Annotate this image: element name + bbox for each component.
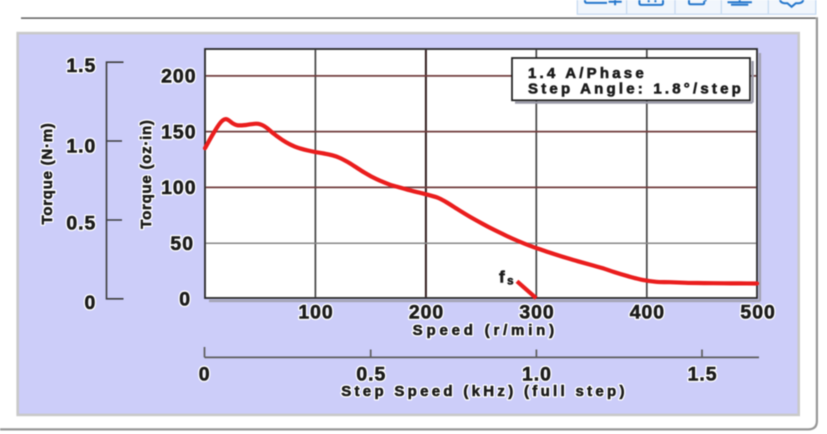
svg-text:0: 0 <box>199 364 211 386</box>
svg-text:Step Angle: 1.8°/step: Step Angle: 1.8°/step <box>528 80 744 97</box>
svg-text:Step Speed (kHz) (full step): Step Speed (kHz) (full step) <box>341 383 628 400</box>
svg-text:1.5: 1.5 <box>66 55 96 77</box>
svg-text:Step Angle: 1.8°/step: Step Angle: 1.8°/step <box>528 80 744 97</box>
svg-text:200: 200 <box>161 66 196 88</box>
svg-text:0: 0 <box>179 288 191 310</box>
svg-text:0.5: 0.5 <box>66 212 96 234</box>
svg-text:100: 100 <box>298 301 333 323</box>
svg-text:1.4 A/Phase: 1.4 A/Phase <box>528 65 647 82</box>
svg-text:200: 200 <box>409 301 444 323</box>
svg-text:100: 100 <box>298 301 333 323</box>
svg-text:0: 0 <box>179 288 191 310</box>
svg-text:1.0: 1.0 <box>522 364 552 386</box>
svg-text:0.5: 0.5 <box>66 212 96 234</box>
svg-text:0.5: 0.5 <box>356 364 386 386</box>
svg-text:300: 300 <box>519 301 554 323</box>
svg-text:500: 500 <box>740 301 775 323</box>
svg-text:1.5: 1.5 <box>688 364 718 386</box>
svg-text:400: 400 <box>630 301 665 323</box>
svg-text:50: 50 <box>170 233 194 255</box>
svg-text:Step Speed (kHz) (full step): Step Speed (kHz) (full step) <box>341 383 628 400</box>
svg-text:400: 400 <box>630 301 665 323</box>
svg-text:50: 50 <box>170 233 194 255</box>
svg-text:100: 100 <box>161 177 196 199</box>
svg-text:1.5: 1.5 <box>688 364 718 386</box>
svg-text:1.0: 1.0 <box>66 135 96 157</box>
svg-text:0.5: 0.5 <box>356 364 386 386</box>
svg-text:Torque (N·m): Torque (N·m) <box>39 122 56 224</box>
svg-text:Torque (oz·in): Torque (oz·in) <box>138 119 155 228</box>
svg-text:100: 100 <box>161 177 196 199</box>
svg-text:200: 200 <box>409 301 444 323</box>
svg-text:1.0: 1.0 <box>66 135 96 157</box>
svg-text:150: 150 <box>161 121 196 143</box>
svg-text:0: 0 <box>85 292 97 314</box>
svg-text:150: 150 <box>161 121 196 143</box>
svg-text:1.0: 1.0 <box>522 364 552 386</box>
svg-text:500: 500 <box>740 301 775 323</box>
svg-text:0: 0 <box>199 364 211 386</box>
svg-text:300: 300 <box>519 301 554 323</box>
svg-text:200: 200 <box>161 66 196 88</box>
svg-text:Torque (N·m): Torque (N·m) <box>39 122 56 224</box>
svg-text:Speed (r/min): Speed (r/min) <box>413 322 558 339</box>
svg-text:1.5: 1.5 <box>66 55 96 77</box>
svg-text:Torque (oz·in): Torque (oz·in) <box>138 119 155 228</box>
svg-text:1.4 A/Phase: 1.4 A/Phase <box>528 65 647 82</box>
svg-text:0: 0 <box>85 292 97 314</box>
svg-text:Speed (r/min): Speed (r/min) <box>413 322 558 339</box>
